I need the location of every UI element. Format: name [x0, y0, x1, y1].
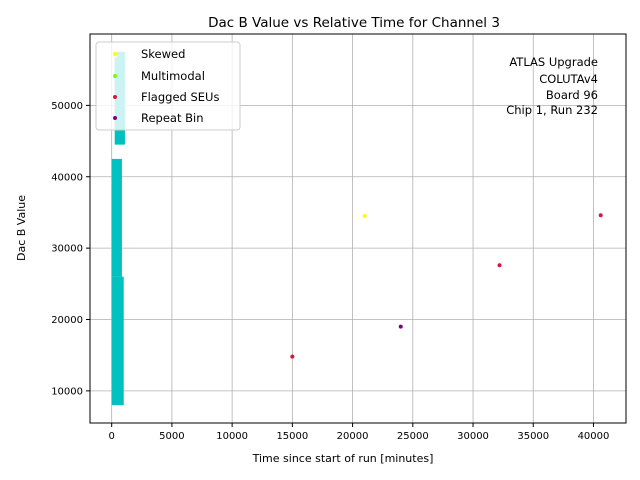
legend-label-flagged-seus: Flagged SEUs: [141, 90, 219, 104]
dense-band-1: [111, 276, 124, 406]
y-tick-label: 20000: [51, 315, 83, 326]
annotation-line-4: Chip 1, Run 232: [506, 103, 598, 117]
x-tick-label: 10000: [216, 431, 248, 442]
legend-marker-multimodal: [113, 74, 117, 78]
x-tick-label: 25000: [397, 431, 429, 442]
y-tick-label: 10000: [51, 386, 83, 397]
plot-frame: [89, 33, 627, 424]
y-tick-label: 50000: [51, 101, 83, 112]
legend: Skewed Multimodal Flagged SEUs Repeat Bi…: [95, 41, 241, 131]
x-tick-label: 40000: [578, 431, 610, 442]
y-axis-label: Dac B Value: [15, 195, 28, 261]
legend-box: [95, 41, 241, 131]
legend-label-multimodal: Multimodal: [141, 69, 205, 83]
legend-marker-flagged-seus: [113, 95, 117, 99]
run-annotation: ATLAS Upgrade COLUTAv4 Board 96 Chip 1, …: [506, 55, 598, 117]
legend-marker-skewed: [113, 52, 117, 56]
annotation-line-1: ATLAS Upgrade: [509, 55, 598, 69]
annotation-line-2: COLUTAv4: [539, 72, 598, 86]
legend-marker-repeat-bin: [113, 116, 117, 120]
x-axis-label: Time since start of run [minutes]: [252, 452, 434, 465]
y-tick-label: 30000: [51, 244, 83, 255]
point-flagged-seus: [290, 354, 295, 359]
point-skewed: [362, 214, 367, 219]
point-flagged-seus: [598, 213, 603, 218]
x-tick-label: 35000: [517, 431, 549, 442]
point-flagged-seus: [497, 263, 502, 268]
chart-title: Dac B Value vs Relative Time for Channel…: [208, 15, 500, 31]
x-tick-label: 15000: [276, 431, 308, 442]
x-tick-label: 20000: [337, 431, 369, 442]
legend-label-repeat-bin: Repeat Bin: [141, 111, 204, 125]
legend-label-skewed: Skewed: [141, 47, 185, 61]
axis-ticks: 0 5000 10000 15000 20000 25000 30000 35000 40000…: [51, 101, 609, 442]
x-tick-label: 5000: [159, 431, 184, 442]
point-repeat-bin: [398, 324, 403, 329]
x-tick-label: 30000: [457, 431, 489, 442]
y-tick-label: 40000: [51, 172, 83, 183]
annotation-line-3: Board 96: [546, 88, 598, 102]
x-tick-label: 0: [108, 431, 114, 442]
dense-band-2: [111, 158, 122, 277]
